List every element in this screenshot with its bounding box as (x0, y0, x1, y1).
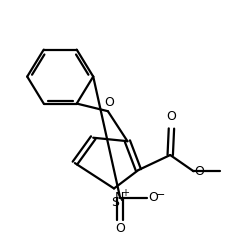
Text: O: O (194, 165, 204, 178)
Text: O: O (115, 222, 125, 235)
Text: O: O (148, 191, 158, 204)
Text: N: N (115, 191, 124, 204)
Text: O: O (104, 96, 114, 109)
Text: +: + (122, 188, 130, 198)
Text: S: S (111, 196, 119, 209)
Text: O: O (166, 110, 176, 123)
Text: −: − (156, 190, 166, 200)
